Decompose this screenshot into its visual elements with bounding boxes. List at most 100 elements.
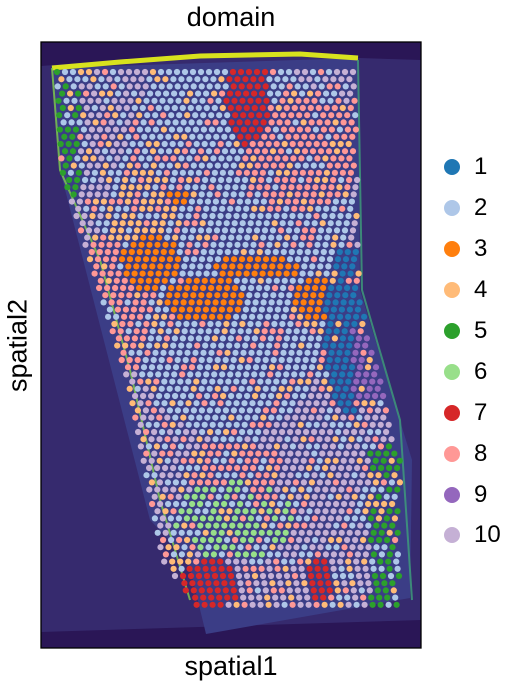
spot-point	[360, 594, 367, 601]
spot-point	[181, 263, 188, 270]
spot-point	[174, 385, 181, 392]
spot-point	[303, 450, 310, 457]
spot-point	[345, 421, 352, 428]
spot-point	[93, 263, 100, 270]
spot-point	[302, 587, 309, 594]
spot-point	[297, 212, 304, 220]
spot-point	[80, 184, 87, 191]
spot-point	[256, 184, 263, 191]
spot-point	[249, 421, 256, 428]
spot-point	[337, 277, 344, 284]
spot-point	[200, 112, 207, 119]
spot-point	[274, 342, 281, 349]
legend-label: 3	[474, 235, 488, 263]
spot-point	[177, 378, 184, 385]
spot-point	[349, 263, 356, 270]
spot-point	[218, 565, 225, 572]
spot-point	[357, 580, 364, 587]
spot-point	[209, 421, 216, 428]
spot-point	[260, 234, 267, 241]
spot-point	[241, 313, 248, 320]
spot-point	[224, 184, 231, 191]
spot-point	[123, 90, 130, 97]
spot-point	[200, 284, 207, 292]
spot-point	[323, 335, 330, 342]
spot-point	[201, 400, 208, 407]
spot-point	[134, 162, 141, 169]
spot-point	[277, 544, 284, 551]
spot-point	[228, 457, 235, 464]
spot-point	[61, 133, 68, 140]
spot-point	[377, 443, 384, 450]
spot-point	[282, 464, 289, 472]
spot-point	[339, 335, 346, 342]
spot-point	[224, 536, 231, 544]
spot-point	[213, 68, 221, 76]
spot-point	[204, 457, 211, 464]
spot-point	[268, 198, 275, 205]
spot-point	[250, 464, 257, 472]
spot-point	[264, 248, 271, 256]
spot-point	[368, 349, 375, 356]
spot-point	[386, 486, 393, 493]
spot-point	[354, 529, 361, 536]
spot-point	[300, 364, 308, 371]
spot-point	[256, 112, 263, 119]
spot-point	[85, 133, 92, 140]
spot-point	[138, 241, 145, 248]
spot-point	[330, 565, 337, 572]
spot-point	[133, 133, 140, 140]
spot-point	[158, 356, 165, 364]
spot-point	[257, 277, 264, 284]
spot-point	[209, 313, 216, 320]
spot-point	[234, 241, 241, 248]
spot-point	[192, 536, 199, 544]
spot-point	[189, 133, 196, 140]
spot-point	[129, 277, 136, 284]
spot-point	[146, 306, 153, 313]
spot-point	[139, 104, 146, 112]
spot-point	[129, 400, 136, 407]
spot-point	[304, 126, 311, 133]
spot-point	[246, 191, 253, 198]
spot-point	[145, 313, 152, 320]
spot-point	[375, 515, 382, 522]
spot-point	[242, 565, 249, 572]
spot-point	[246, 587, 253, 594]
spot-point	[234, 176, 241, 184]
spot-point	[288, 184, 295, 191]
spot-point	[173, 227, 181, 234]
spot-point	[182, 83, 189, 90]
spot-point	[167, 220, 174, 227]
spot-point	[91, 90, 98, 97]
spot-point	[275, 371, 282, 378]
spot-point	[153, 443, 160, 450]
spot-point	[207, 320, 214, 328]
spot-point	[309, 133, 316, 140]
spot-point	[226, 76, 233, 83]
spot-point	[143, 472, 150, 479]
spot-point	[363, 335, 370, 342]
spot-point	[326, 83, 333, 90]
spot-point	[104, 284, 111, 292]
spot-point	[110, 191, 117, 198]
spot-point	[192, 594, 199, 601]
spot-point	[311, 97, 318, 104]
spot-point	[111, 220, 118, 227]
spot-point	[139, 90, 146, 97]
spot-point	[136, 184, 143, 191]
spot-point	[139, 270, 146, 277]
spot-point	[225, 443, 232, 450]
spot-point	[140, 234, 147, 241]
spot-point	[143, 320, 150, 328]
spot-point	[265, 277, 272, 284]
spot-point	[251, 335, 258, 342]
spot-point	[336, 284, 343, 292]
spot-point	[260, 457, 267, 464]
spot-point	[92, 234, 99, 241]
spot-point	[125, 68, 133, 76]
spot-point	[235, 572, 243, 580]
spot-point	[285, 68, 293, 76]
spot-point	[389, 544, 396, 551]
spot-point	[374, 587, 381, 594]
